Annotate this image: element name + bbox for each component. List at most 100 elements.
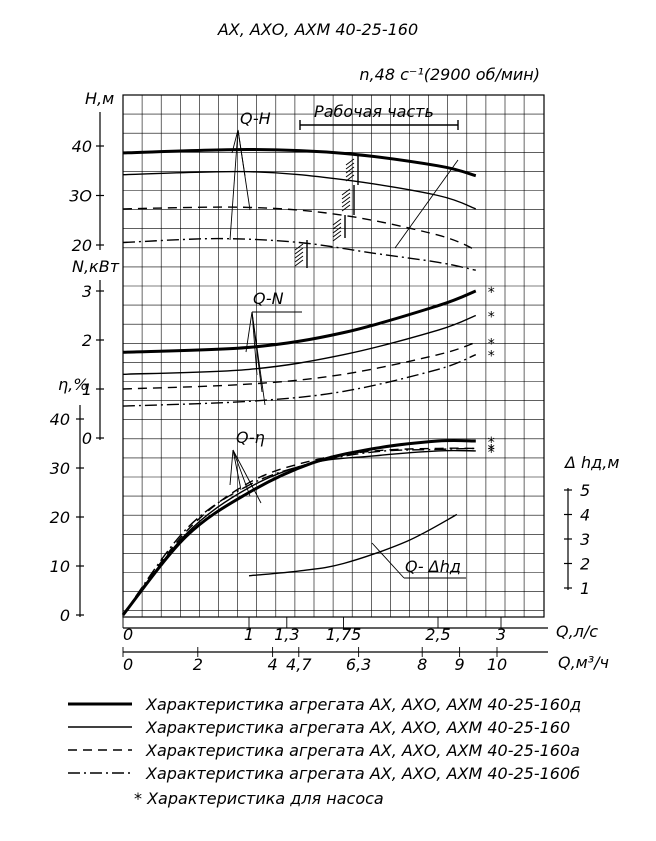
chart-title: АХ, АХО, АХМ 40-25-160 bbox=[217, 20, 418, 39]
power-curve-0 bbox=[122, 289, 477, 354]
pump-marker: * bbox=[488, 442, 495, 458]
leader-line-7 bbox=[251, 311, 266, 406]
axes bbox=[76, 112, 572, 657]
curves bbox=[121, 120, 477, 616]
hatch-mark bbox=[345, 158, 355, 166]
leader-line-9 bbox=[232, 449, 242, 491]
pump-marker: * bbox=[488, 349, 495, 365]
curve-label-qh: Q-Н bbox=[240, 109, 271, 128]
power-curve-3 bbox=[122, 354, 477, 407]
plot-frame bbox=[122, 94, 545, 618]
x-ls-tick-label: 0 bbox=[123, 625, 133, 644]
hatch-mark bbox=[294, 259, 304, 267]
head-curve-3 bbox=[122, 237, 476, 271]
efficiency-curve-1 bbox=[122, 449, 476, 616]
x-ls-tick-label: 1,3 bbox=[274, 625, 299, 644]
hatch-mark bbox=[332, 222, 342, 230]
efficiency-tick-label: 20 bbox=[50, 508, 70, 527]
efficiency-tick-label: 10 bbox=[50, 557, 70, 576]
npsh-tick-label: 3 bbox=[580, 530, 590, 549]
leader-line-14 bbox=[394, 159, 459, 249]
power-axis-label: N,кВт bbox=[72, 257, 120, 276]
pump-marker: * bbox=[488, 445, 495, 461]
working-zone-label: Рабочая часть bbox=[314, 102, 434, 121]
efficiency-tick-label: 30 bbox=[50, 459, 70, 478]
x-axis-label-m3h: Q,м³/ч bbox=[558, 653, 609, 672]
x-ls-tick-label: 1 bbox=[244, 625, 254, 644]
power-tick-label: 3 bbox=[82, 282, 92, 301]
hatch-mark bbox=[341, 188, 351, 196]
leader-line-5 bbox=[251, 311, 258, 376]
leader-line-10 bbox=[232, 449, 251, 497]
curve-label-qnpsh: Q- Δhд bbox=[405, 557, 461, 576]
hatch-mark bbox=[341, 204, 351, 212]
pump-marker: * bbox=[488, 310, 495, 326]
x-axis-label-ls: Q,л/с bbox=[556, 622, 598, 641]
efficiency-curve-3 bbox=[122, 447, 476, 616]
hatch-mark bbox=[332, 230, 342, 238]
head-curve-2 bbox=[122, 206, 477, 251]
pump-marker: * bbox=[488, 435, 495, 451]
hatch-mark bbox=[294, 251, 304, 259]
pump-marker: * bbox=[488, 336, 495, 352]
x-m3h-tick-label: 8 bbox=[417, 655, 427, 674]
hatch-mark bbox=[341, 192, 351, 200]
hatch-mark bbox=[345, 162, 355, 170]
head-curve-0 bbox=[122, 147, 477, 178]
x-ls-tick-label: 2,5 bbox=[425, 625, 450, 644]
hatch-mark bbox=[341, 200, 351, 208]
power-curve-1 bbox=[122, 314, 477, 375]
leader-line-3 bbox=[229, 129, 239, 241]
npsh-tick-label: 4 bbox=[580, 506, 590, 525]
head-tick-label: 20 bbox=[72, 236, 92, 255]
curve-label-qeta: Q-η bbox=[236, 428, 265, 447]
x-m3h-tick-label: 9 bbox=[455, 655, 465, 674]
leader-line-11 bbox=[232, 449, 262, 504]
hatch-mark bbox=[294, 255, 304, 263]
x-m3h-tick-label: 4,7 bbox=[286, 655, 312, 674]
hatch-mark bbox=[294, 247, 304, 255]
efficiency-tick-label: 40 bbox=[50, 410, 70, 429]
npsh-axis-label: Δ hд,м bbox=[563, 453, 619, 472]
leader-line-4 bbox=[245, 311, 253, 353]
power-tick-label: 2 bbox=[82, 331, 92, 350]
hatch-mark bbox=[332, 226, 342, 234]
hatch-mark bbox=[332, 234, 342, 242]
npsh-tick-label: 1 bbox=[580, 579, 590, 598]
hatch-mark bbox=[345, 166, 355, 174]
npsh-curve-4 bbox=[248, 513, 458, 577]
head-tick-label: 40 bbox=[72, 137, 92, 156]
speed-label: n,48 с⁻¹(2900 об/мин) bbox=[359, 65, 540, 84]
power-tick-label: 1 bbox=[82, 380, 92, 399]
npsh-tick-label: 2 bbox=[580, 555, 590, 574]
pump-marker: * bbox=[488, 442, 495, 458]
leader-line-8 bbox=[229, 449, 234, 486]
hatch-mark bbox=[294, 243, 304, 251]
npsh-tick-label: 5 bbox=[580, 481, 590, 500]
x-m3h-tick-label: 0 bbox=[123, 655, 133, 674]
x-m3h-tick-label: 4 bbox=[268, 655, 278, 674]
x-m3h-tick-label: 10 bbox=[487, 655, 507, 674]
hatch-mark bbox=[345, 174, 355, 182]
x-ls-tick-label: 3 bbox=[496, 625, 506, 644]
pump-marker: * bbox=[488, 285, 495, 301]
head-tick-label: 3Ο bbox=[69, 187, 92, 206]
efficiency-axis-label: η,% bbox=[58, 375, 88, 394]
leader-line-2 bbox=[237, 129, 251, 211]
hatch-mark bbox=[341, 196, 351, 204]
leader-line-0 bbox=[231, 129, 239, 154]
x-m3h-tick-label: 2 bbox=[193, 655, 203, 674]
efficiency-tick-label: 0 bbox=[60, 606, 70, 625]
head-axis-label: Н,м bbox=[85, 89, 114, 108]
hatch-mark bbox=[345, 170, 355, 178]
efficiency-curve-2 bbox=[122, 447, 476, 616]
curve-label-qn: Q-N bbox=[253, 289, 284, 308]
head-curve-1 bbox=[122, 170, 477, 210]
power-tick-label: 0 bbox=[82, 429, 92, 448]
grid bbox=[122, 94, 545, 618]
leader-line-12 bbox=[371, 542, 405, 579]
x-ls-tick-label: 1,75 bbox=[326, 625, 362, 644]
power-curve-2 bbox=[122, 341, 477, 390]
x-m3h-tick-label: 6,3 bbox=[346, 655, 371, 674]
